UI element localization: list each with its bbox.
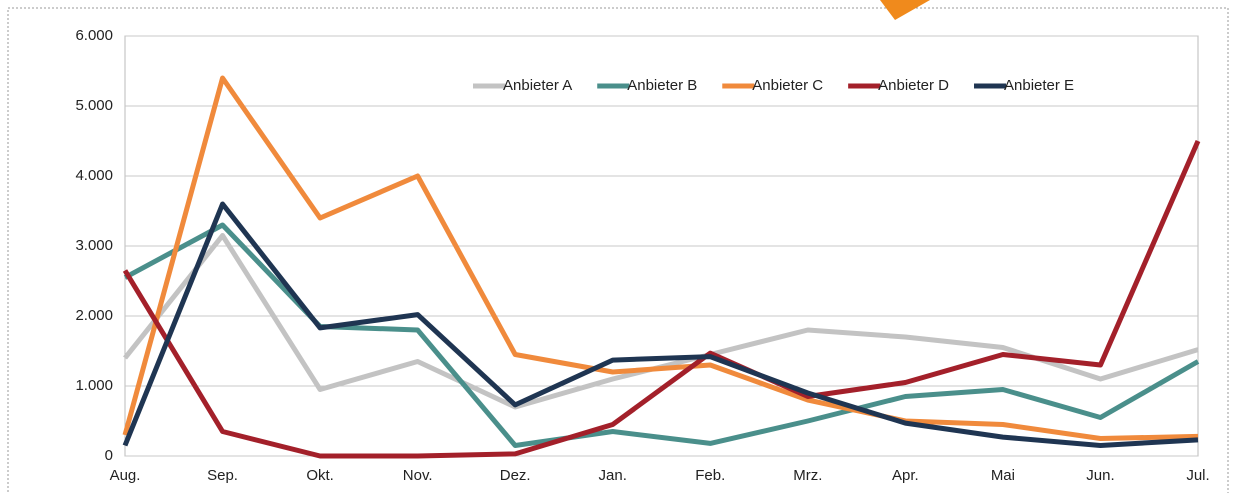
legend-label: Anbieter C	[752, 77, 823, 94]
frame	[7, 7, 1229, 498]
y-tick-label: 3.000	[75, 237, 113, 254]
x-tick-label: Aug.	[110, 467, 141, 484]
series-line	[122, 140, 1201, 459]
x-tick-label: Okt.	[306, 467, 334, 484]
legend-label: Anbieter E	[1004, 77, 1074, 94]
x-tick-label: Dez.	[500, 467, 531, 484]
legend-label: Anbieter D	[878, 77, 949, 94]
x-tick-label: Apr.	[892, 467, 919, 484]
x-tick-label: Nov.	[403, 467, 433, 484]
x-tick-label: Jul.	[1186, 467, 1209, 484]
x-tick-label: Mai	[991, 467, 1015, 484]
x-tick-label: Sep.	[207, 467, 238, 484]
y-tick-label: 5.000	[75, 97, 113, 114]
y-tick-label: 4.000	[75, 167, 113, 184]
series-line	[122, 75, 1199, 441]
y-tick-label: 6.000	[75, 27, 113, 44]
series-line	[123, 233, 1199, 410]
x-tick-label: Jan.	[599, 467, 627, 484]
legend-label: Anbieter B	[627, 77, 697, 94]
y-tick-label: 1.000	[75, 377, 113, 394]
x-tick-label: Mrz.	[793, 467, 822, 484]
x-tick-label: Feb.	[695, 467, 725, 484]
series-line	[122, 201, 1199, 448]
x-tick-label: Jun.	[1086, 467, 1114, 484]
legend-label: Anbieter A	[503, 77, 572, 94]
y-tick-label: 0	[105, 447, 113, 464]
y-tick-label: 2.000	[75, 307, 113, 324]
decoration	[880, 0, 930, 20]
